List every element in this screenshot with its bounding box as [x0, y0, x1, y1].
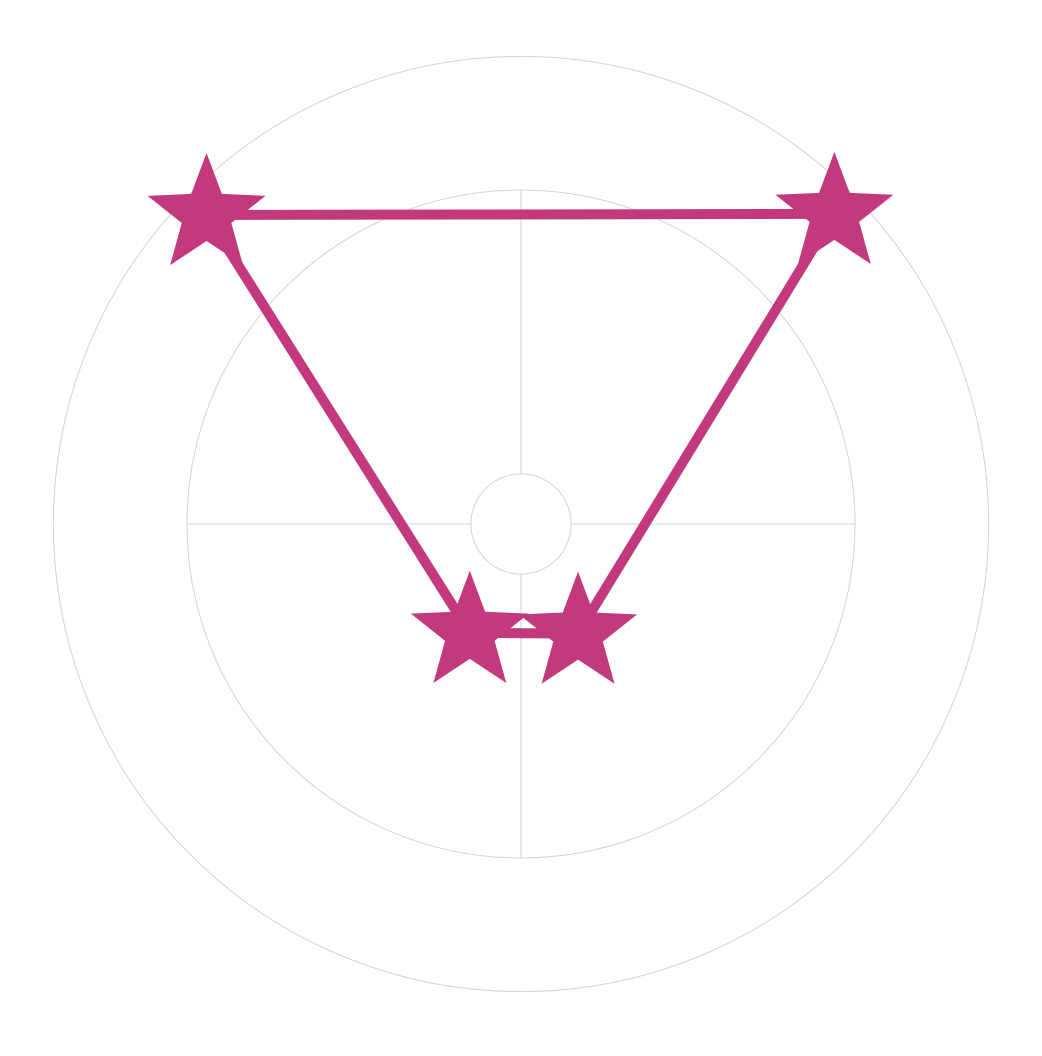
- grid-ring-1: [470, 473, 572, 575]
- grid: [52, 55, 990, 993]
- grid-ring-3: [52, 55, 990, 993]
- series-layer: [147, 151, 894, 684]
- data-point-star-1: [147, 152, 266, 266]
- series-line-segment: [206, 208, 835, 220]
- series-line-segment: [202, 212, 475, 636]
- data-point-star-4: [410, 570, 529, 683]
- series-line-segment: [573, 211, 839, 637]
- data-point-star-3: [519, 571, 638, 684]
- data-point-star-2: [775, 151, 894, 265]
